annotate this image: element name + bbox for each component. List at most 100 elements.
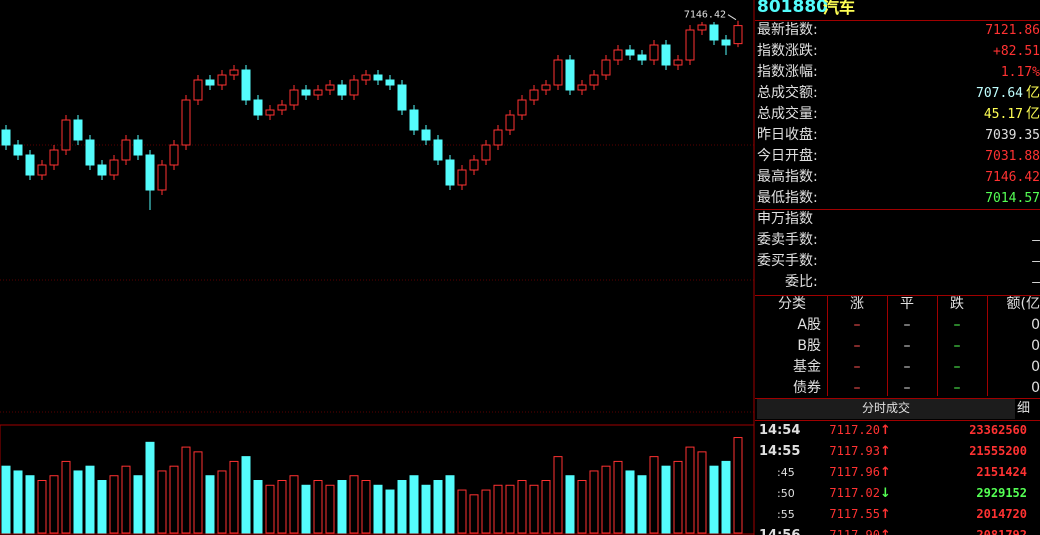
tick-price: 7117.93 — [829, 444, 880, 458]
volume-bar — [409, 475, 419, 534]
max-label: 7146.42 — [684, 10, 726, 21]
candle-body — [397, 84, 407, 111]
candle-body — [241, 69, 251, 101]
tick-price: 7117.20 — [829, 423, 880, 437]
divider — [755, 20, 1040, 21]
volume-bar — [601, 465, 611, 534]
tick-volume: 21555200 — [969, 444, 1027, 458]
quote-label: 总成交量: — [757, 106, 818, 122]
tick-volume: 23362560 — [969, 423, 1027, 437]
quote-value: — — [1032, 254, 1040, 269]
quote-value: 707.64 — [976, 86, 1023, 101]
row-value: – — [903, 317, 911, 333]
tick-volume: 2929152 — [976, 486, 1027, 500]
candle-body — [709, 24, 719, 41]
candle-body — [205, 79, 215, 86]
volume-bar — [289, 475, 299, 534]
volume-bar — [349, 475, 359, 534]
quote-label: 指数涨跌: — [757, 43, 818, 59]
tick-price: 7117.90 — [829, 528, 880, 535]
candle-body — [337, 84, 347, 96]
volume-bar — [253, 480, 263, 534]
candle-body — [169, 144, 179, 166]
candle-body — [277, 104, 287, 111]
candle-body — [457, 169, 467, 186]
volume-bar — [613, 460, 623, 534]
volume-bar — [361, 480, 371, 534]
volume-bar — [661, 465, 671, 534]
volume-bar — [637, 475, 647, 534]
volume-bar — [325, 484, 335, 534]
divider — [755, 420, 1040, 421]
quote-value: +82.51 — [993, 44, 1040, 59]
row-value: 0 — [1031, 359, 1040, 375]
candle-body — [697, 24, 707, 31]
row-value: – — [953, 359, 961, 375]
tick-time: :45 — [777, 466, 795, 479]
panel-title: 分时成交 — [861, 401, 910, 415]
volume-bar — [337, 480, 347, 534]
volume-bar — [13, 470, 23, 534]
tick-arrow: ↓ — [880, 486, 891, 501]
candle-body — [49, 149, 59, 166]
row-value: – — [853, 380, 861, 396]
candle-body — [649, 44, 659, 61]
volume-bar — [229, 460, 239, 534]
candle-body — [577, 84, 587, 91]
quote-unit: 亿 — [1026, 106, 1040, 122]
candle-body — [37, 164, 47, 176]
row-value: – — [853, 338, 861, 354]
candle-body — [121, 139, 131, 161]
quote-value: 7031.88 — [985, 149, 1040, 164]
tick-arrow: ↑ — [880, 444, 891, 459]
quote-label: 委买手数: — [757, 253, 818, 269]
tick-time: :50 — [777, 487, 795, 500]
candle-body — [229, 69, 239, 76]
candle-body — [685, 29, 695, 61]
candle-body — [433, 139, 443, 161]
volume-bar — [121, 465, 131, 534]
volume-bar — [145, 441, 155, 534]
candle-body — [541, 84, 551, 91]
candle-body — [493, 129, 503, 146]
volume-bar — [397, 480, 407, 534]
row-value: – — [953, 380, 961, 396]
name: 汽车 — [823, 0, 856, 17]
volume-bar — [49, 475, 59, 534]
kline-chart: 7146.42 — [0, 0, 755, 535]
candle-body — [157, 164, 167, 191]
quote-label: 指数涨幅: — [757, 64, 818, 80]
volume-bar — [733, 437, 743, 534]
quote-label: 委比: — [785, 274, 818, 290]
column-divider — [827, 296, 828, 396]
quote-panel: 801880 汽车 最新指数: 7121.86 指数涨跌: +82.51 指数涨幅: 1.… — [755, 0, 1040, 535]
volume-bar — [205, 475, 215, 534]
volume-bar — [721, 460, 731, 534]
volume-bar — [589, 470, 599, 534]
quote-label: 委卖手数: — [757, 232, 818, 248]
row-value: – — [953, 338, 961, 354]
candle-body — [325, 84, 335, 91]
candle-body — [217, 74, 227, 86]
column-divider — [937, 296, 938, 396]
candle-body — [721, 39, 731, 46]
table-header: 跌 — [950, 296, 964, 312]
panel-tab[interactable]: 细 — [1017, 401, 1031, 416]
candle-body — [421, 129, 431, 141]
quote-value: — — [1032, 275, 1040, 290]
tick-arrow: ↑ — [880, 507, 891, 522]
volume-bar — [109, 475, 119, 534]
candle-body — [637, 54, 647, 61]
tick-time: :55 — [777, 508, 795, 521]
candle-body — [505, 114, 515, 131]
divider — [755, 295, 1040, 296]
candle-body — [145, 154, 155, 191]
quote-label: 最高指数: — [757, 169, 818, 185]
volume-bar — [25, 475, 35, 534]
candle-body — [517, 99, 527, 116]
candle-body — [97, 164, 107, 176]
tick-volume: 2151424 — [976, 465, 1027, 479]
candle-body — [313, 89, 323, 96]
volume-bar — [277, 480, 287, 534]
